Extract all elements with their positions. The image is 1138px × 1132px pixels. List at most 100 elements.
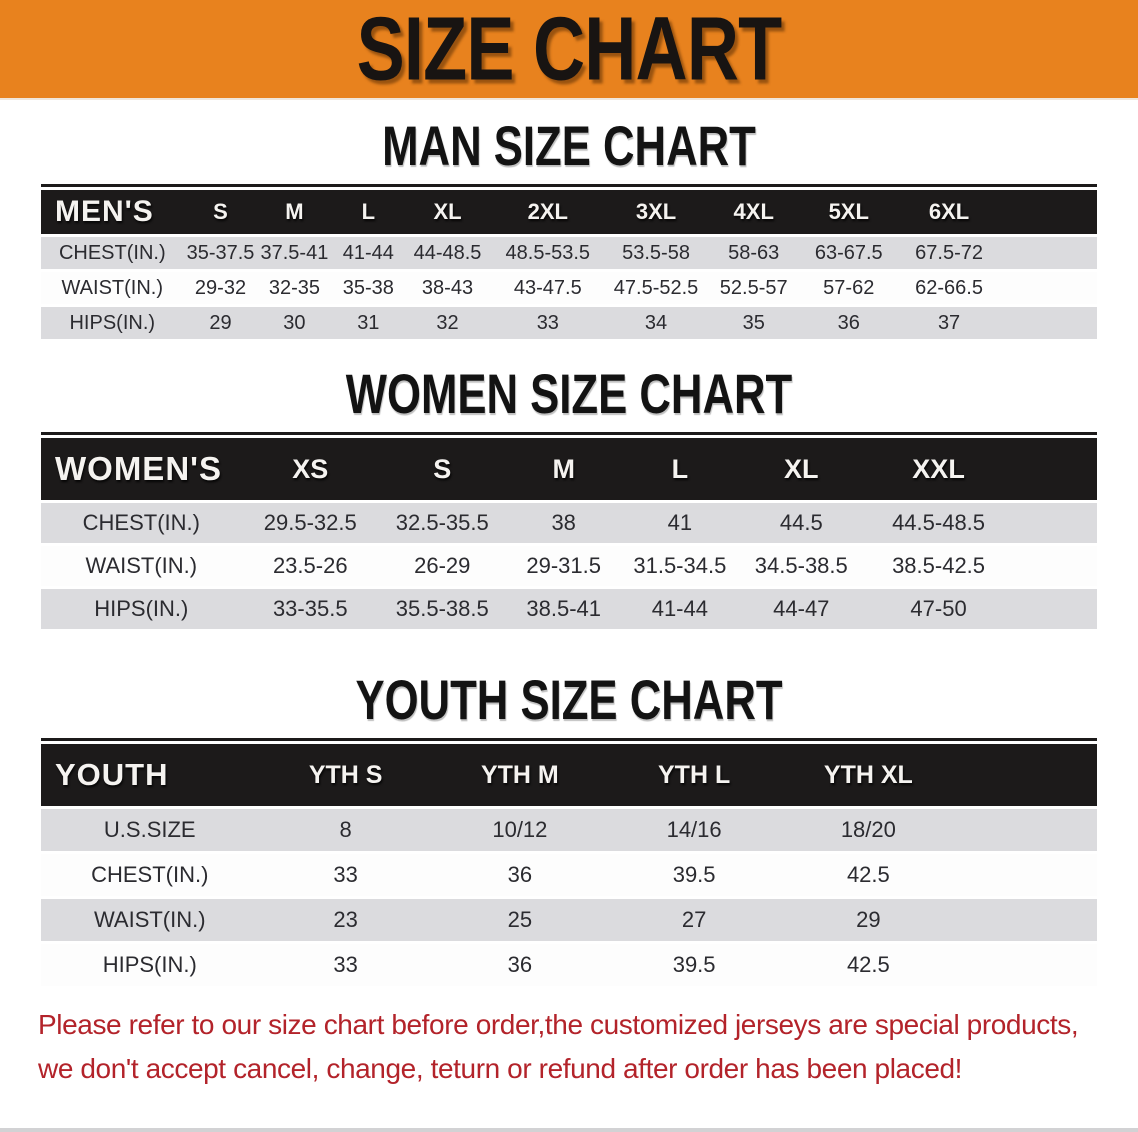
spacer-cell (955, 744, 1097, 806)
size-value-cell: 44-48.5 (405, 237, 490, 269)
page-title: SIZE CHART (356, 0, 783, 99)
size-value-cell: 34 (605, 307, 707, 339)
spacer-cell (1012, 438, 1097, 500)
size-col-yth-xl: YTH XL (781, 744, 956, 806)
size-value-cell: 38.5-41 (505, 589, 622, 629)
size-value-cell: 38.5-42.5 (864, 546, 1013, 586)
measure-row-label: CHEST(IN.) (41, 854, 259, 896)
size-col-s: S (378, 438, 506, 500)
size-col-yth-s: YTH S (258, 744, 433, 806)
size-col-yth-m: YTH M (432, 744, 607, 806)
size-value-cell: 32.5-35.5 (378, 503, 506, 543)
size-value-cell: 27 (607, 899, 782, 941)
size-value-cell: 41 (621, 503, 738, 543)
size-value-cell: 31 (331, 307, 406, 339)
size-value-cell: 29 (183, 307, 258, 339)
spacer-cell (955, 944, 1097, 986)
size-value-cell: 14/16 (607, 809, 782, 851)
disclaimer-line-2: we don't accept cancel, change, teturn o… (38, 1053, 963, 1084)
size-value-cell: 37 (896, 307, 1002, 339)
measure-row-label: WAIST(IN.) (41, 272, 184, 304)
size-value-cell: 43-47.5 (489, 272, 606, 304)
size-value-cell: 38-43 (405, 272, 490, 304)
women-size-table: WOMEN'S XS S M L XL XXL CHEST(IN.) 29.5-32.5 32.… (41, 435, 1097, 632)
men-size-section: MAN SIZE CHART MEN'S S M L XL 2XL 3XL 4XL 5XL 6XL… (41, 118, 1097, 342)
size-value-cell: 47-50 (864, 589, 1013, 629)
measure-row-label: CHEST(IN.) (41, 503, 242, 543)
size-value-cell: 38 (505, 503, 622, 543)
size-value-cell: 36 (801, 307, 897, 339)
spacer-cell (1001, 190, 1097, 234)
youth-size-table: YOUTH YTH S YTH M YTH L YTH XL U.S.SIZE 8 10/1… (41, 741, 1097, 989)
size-value-cell: 25 (432, 899, 607, 941)
size-col-m: M (505, 438, 622, 500)
size-col-xxl: XXL (864, 438, 1013, 500)
size-value-cell: 52.5-57 (706, 272, 802, 304)
spacer-cell (1012, 546, 1097, 586)
banner: SIZE CHART (0, 0, 1138, 100)
size-col-xs: XS (241, 438, 379, 500)
group-label: WOMEN'S (41, 438, 242, 500)
size-value-cell: 8 (258, 809, 433, 851)
size-col-4xl: 4XL (706, 190, 802, 234)
size-value-cell: 30 (257, 307, 332, 339)
size-value-cell: 35-38 (331, 272, 406, 304)
size-value-cell: 29.5-32.5 (241, 503, 379, 543)
group-label: MEN'S (41, 190, 184, 234)
measure-row: WAIST(IN.) 23 25 27 29 (41, 899, 1097, 941)
size-value-cell: 63-67.5 (801, 237, 897, 269)
spacer-cell (955, 899, 1097, 941)
size-col-6xl: 6XL (896, 190, 1002, 234)
measure-row: CHEST(IN.) 33 36 39.5 42.5 (41, 854, 1097, 896)
size-value-cell: 58-63 (706, 237, 802, 269)
men-table-topline (41, 184, 1097, 187)
size-value-cell: 23.5-26 (241, 546, 379, 586)
measure-row-label: HIPS(IN.) (41, 944, 259, 986)
size-col-s: S (183, 190, 258, 234)
size-value-cell: 23 (258, 899, 433, 941)
size-value-cell: 35.5-38.5 (378, 589, 506, 629)
men-table-header-row: MEN'S S M L XL 2XL 3XL 4XL 5XL 6XL (41, 190, 1097, 234)
measure-row: HIPS(IN.) 33 36 39.5 42.5 (41, 944, 1097, 986)
youth-section-heading: YOUTH SIZE CHART (355, 668, 783, 731)
spacer-cell (955, 809, 1097, 851)
measure-row: CHEST(IN.) 35-37.5 37.5-41 41-44 44-48.5 48.5… (41, 237, 1097, 269)
size-value-cell: 33 (258, 944, 433, 986)
size-value-cell: 37.5-41 (257, 237, 332, 269)
size-value-cell: 44.5-48.5 (864, 503, 1013, 543)
size-col-2xl: 2XL (489, 190, 606, 234)
size-value-cell: 10/12 (432, 809, 607, 851)
women-section-heading: WOMEN SIZE CHART (345, 362, 793, 425)
size-col-l: L (621, 438, 738, 500)
size-value-cell: 39.5 (607, 854, 782, 896)
youth-table-topline (41, 738, 1097, 741)
youth-size-section: YOUTH SIZE CHART YOUTH YTH S YTH M YTH L YTH… (41, 672, 1097, 989)
spacer-cell (1001, 272, 1097, 304)
size-value-cell: 33 (258, 854, 433, 896)
size-value-cell: 53.5-58 (605, 237, 707, 269)
size-col-l: L (331, 190, 406, 234)
size-value-cell: 29-31.5 (505, 546, 622, 586)
size-value-cell: 29-32 (183, 272, 258, 304)
size-value-cell: 35-37.5 (183, 237, 258, 269)
size-col-5xl: 5XL (801, 190, 897, 234)
size-value-cell: 67.5-72 (896, 237, 1002, 269)
measure-row: WAIST(IN.) 29-32 32-35 35-38 38-43 43-47.5 47.… (41, 272, 1097, 304)
disclaimer-line-1: Please refer to our size chart before or… (38, 1009, 1079, 1040)
measure-row-label: U.S.SIZE (41, 809, 259, 851)
spacer-cell (1001, 307, 1097, 339)
size-value-cell: 36 (432, 854, 607, 896)
measure-row: HIPS(IN.) 29 30 31 32 33 34 35 36 37 (41, 307, 1097, 339)
size-value-cell: 44-47 (737, 589, 865, 629)
size-value-cell: 18/20 (781, 809, 956, 851)
size-col-yth-l: YTH L (607, 744, 782, 806)
size-value-cell: 44.5 (737, 503, 865, 543)
size-value-cell: 57-62 (801, 272, 897, 304)
size-value-cell: 29 (781, 899, 956, 941)
bottom-edge-strip (0, 1128, 1138, 1132)
measure-row-label: HIPS(IN.) (41, 307, 184, 339)
size-value-cell: 32 (405, 307, 490, 339)
size-value-cell: 48.5-53.5 (489, 237, 606, 269)
measure-row: HIPS(IN.) 33-35.5 35.5-38.5 38.5-41 41-44 44-… (41, 589, 1097, 629)
